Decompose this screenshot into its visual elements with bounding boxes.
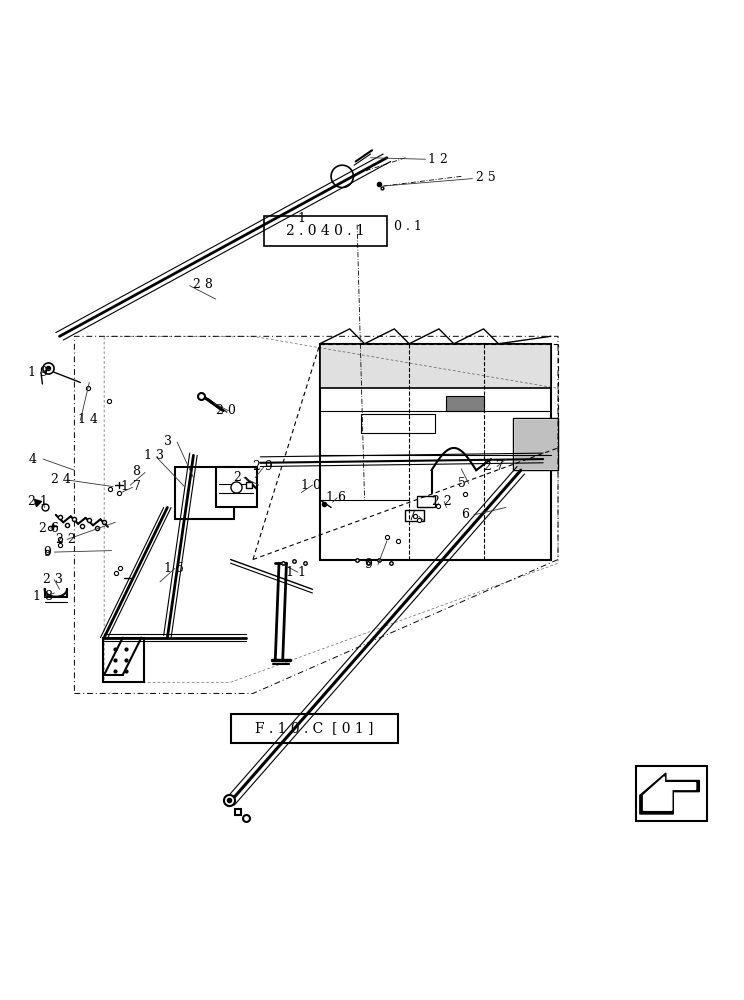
Text: 4: 4 [28, 453, 36, 466]
Text: 1: 1 [298, 212, 306, 225]
Text: 1 2: 1 2 [428, 153, 448, 166]
Text: 0 . 1: 0 . 1 [394, 220, 422, 233]
Text: 1 3: 1 3 [144, 449, 164, 462]
Text: 1 6: 1 6 [326, 491, 346, 504]
Text: 2 8: 2 8 [193, 278, 214, 291]
FancyBboxPatch shape [231, 714, 398, 743]
Text: 2 2: 2 2 [56, 533, 76, 546]
Bar [636, 766, 707, 821]
Text: F . 1 0 . C  [ 0 1 ]: F . 1 0 . C [ 0 1 ] [255, 721, 373, 735]
Bar [405, 510, 424, 521]
Text: 2 1: 2 1 [28, 495, 48, 508]
Text: 2 4: 2 4 [51, 473, 71, 486]
Text: 1 8: 1 8 [33, 590, 54, 603]
Polygon shape [640, 773, 699, 814]
Bar [103, 638, 144, 682]
Bar [513, 418, 558, 470]
Text: 1 4: 1 4 [78, 413, 98, 426]
Text: 2 0: 2 0 [216, 404, 236, 417]
Text: 3: 3 [164, 435, 172, 448]
Text: 8: 8 [132, 465, 141, 478]
Text: 1 1: 1 1 [286, 566, 307, 579]
Text: 2 5: 2 5 [476, 171, 496, 184]
Bar [175, 467, 234, 519]
Bar [446, 396, 484, 411]
Text: 2 . 0 4 0 . 1: 2 . 0 4 0 . 1 [286, 224, 365, 238]
Text: 2 9: 2 9 [253, 460, 273, 473]
FancyBboxPatch shape [264, 216, 387, 246]
Text: 1 5: 1 5 [164, 562, 184, 575]
Text: 9: 9 [365, 558, 373, 571]
FancyBboxPatch shape [320, 344, 551, 560]
Text: 2 6: 2 6 [39, 522, 60, 535]
Text: 1 0: 1 0 [301, 479, 321, 492]
Text: 2 7: 2 7 [484, 460, 504, 473]
Text: 5: 5 [458, 477, 466, 490]
Text: 1 9: 1 9 [28, 366, 48, 379]
Bar [320, 344, 551, 388]
Text: 2: 2 [233, 471, 241, 484]
Polygon shape [644, 777, 696, 810]
Text: 7: 7 [408, 510, 416, 523]
Text: 2 2: 2 2 [432, 495, 452, 508]
Text: 6: 6 [461, 508, 469, 521]
Text: 1 7: 1 7 [121, 480, 141, 493]
Text: 2 3: 2 3 [43, 573, 63, 586]
Bar [361, 414, 435, 433]
Bar [216, 467, 257, 507]
Bar [515, 420, 557, 469]
Text: 9: 9 [43, 546, 51, 559]
Bar [417, 496, 435, 507]
